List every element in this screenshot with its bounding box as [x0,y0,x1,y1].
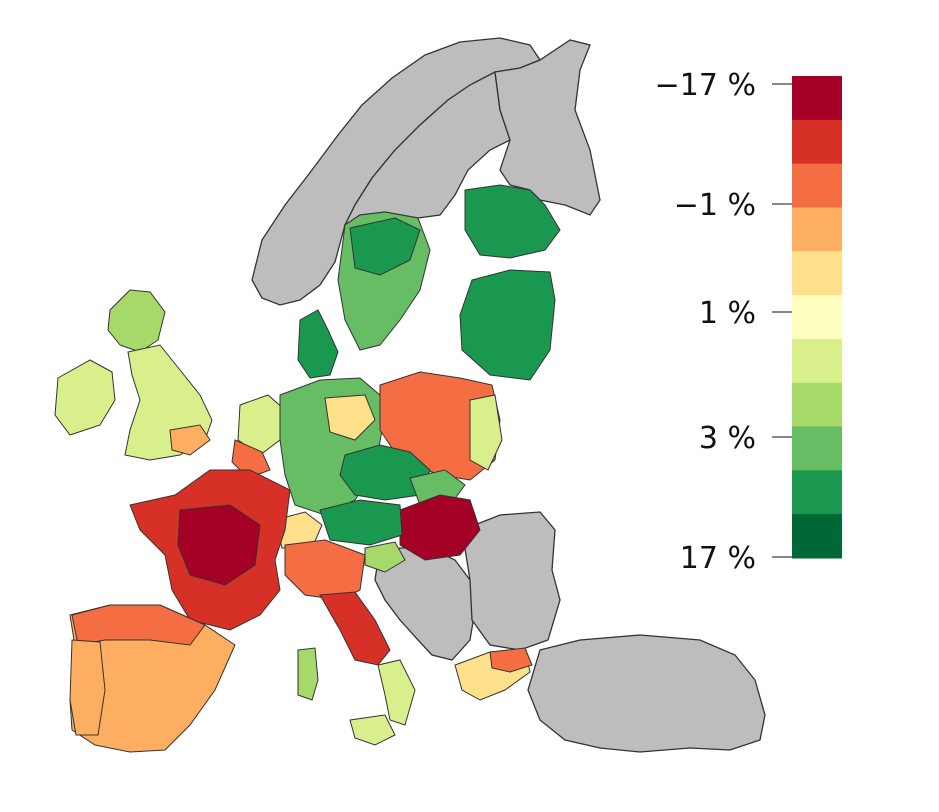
sardinia [297,647,319,701]
greece-north [489,647,533,673]
legend-tick-label: 17 % [680,541,756,576]
legend-tick-label: 3 % [699,421,756,456]
france-centre [177,504,261,586]
colorbar-band [792,207,842,252]
legend-tick-label: −1 % [674,188,756,223]
legend-tick-label: 1 % [699,296,756,331]
italy-south [377,659,416,726]
uk-scotland [107,289,166,353]
sicily [349,714,396,746]
legend-tick-label: −17 % [655,68,756,103]
slovakia [409,469,466,506]
colorbar-band [792,251,842,296]
portugal [69,639,106,736]
colorbar-band [792,382,842,428]
uk-london-se [169,424,211,456]
hungary [399,494,481,561]
poland-east [469,394,503,471]
colorbar-band [792,119,842,165]
colorbar-band [792,470,842,515]
turkey [527,634,766,753]
colorbar-band [792,514,842,559]
legend-colorbar [792,76,842,559]
legend-ticks: −17 % −1 % 1 % 3 % 17 % [655,68,792,576]
austria [319,499,403,546]
finland-south [464,184,561,259]
finland-north [494,39,601,216]
ireland [54,359,116,436]
colorbar-band [792,338,842,384]
germany-centre [324,394,376,441]
romania-bulgaria [461,511,561,651]
colorbar-band [792,295,842,340]
colorbar-band [792,163,842,208]
colorbar-band [792,76,842,121]
italy-north [284,539,366,601]
slovenia-croatia [364,541,406,573]
denmark [297,309,339,379]
italy-centre [319,591,391,666]
baltics [459,269,556,381]
data-regions [54,184,561,753]
colorbar-band [792,426,842,471]
sweden-central [349,217,421,276]
